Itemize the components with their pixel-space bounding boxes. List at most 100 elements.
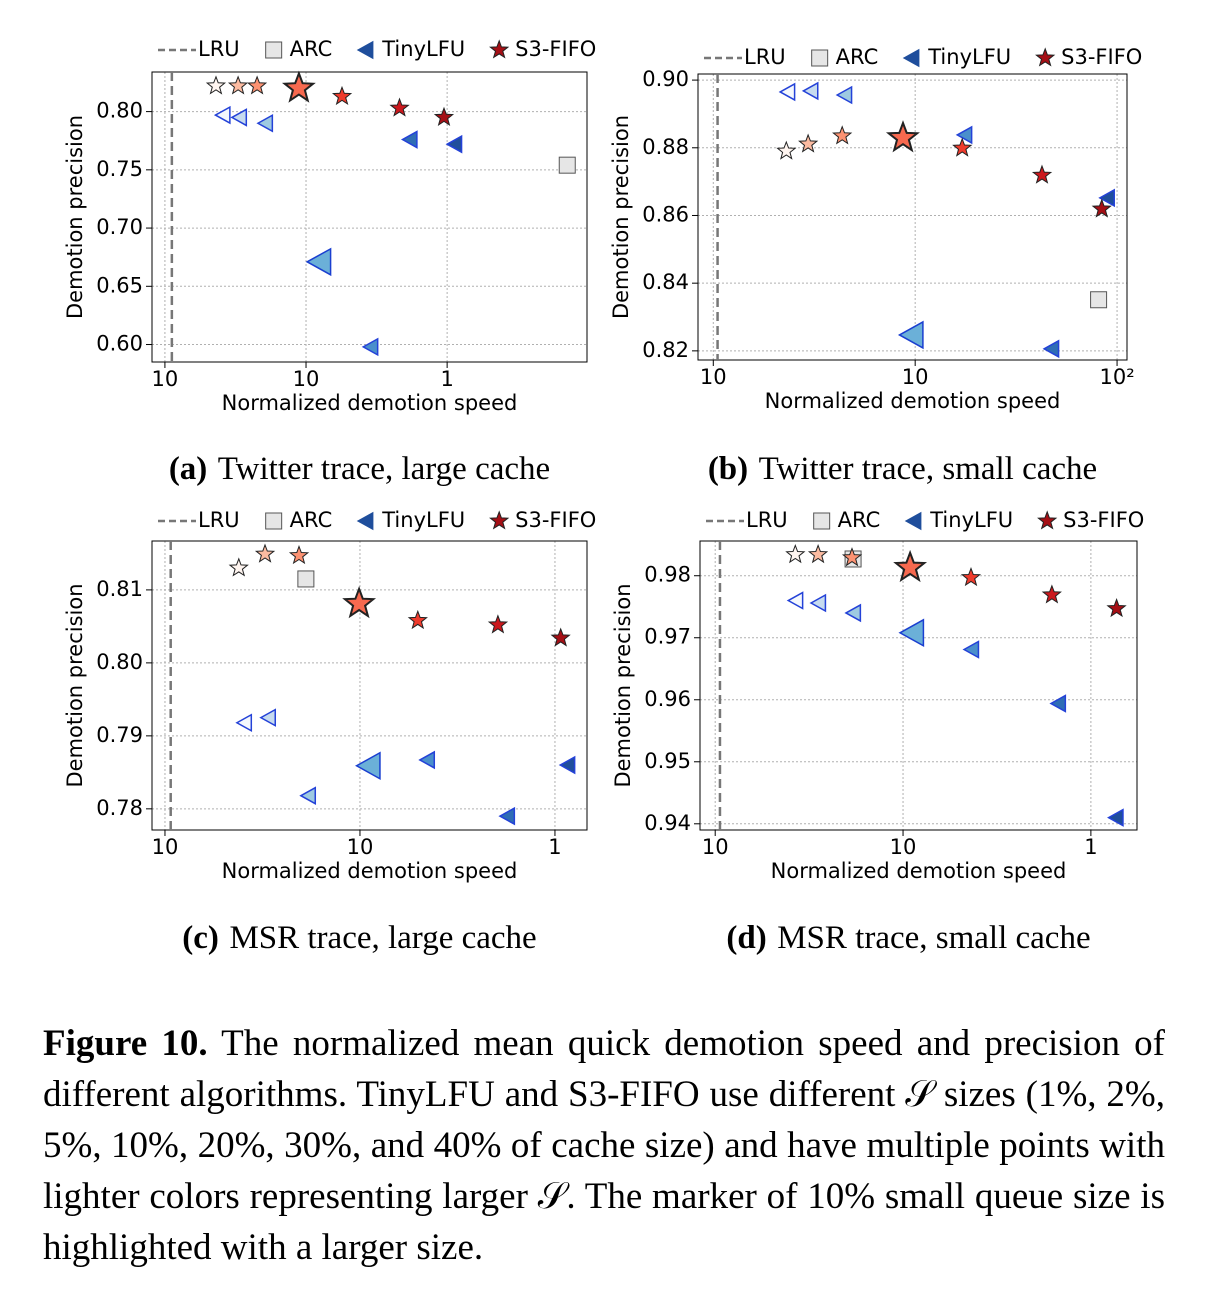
legend-label: S3-FIFO <box>515 508 596 532</box>
star-marker <box>433 106 455 127</box>
star-marker <box>205 75 227 95</box>
legend-label: ARC <box>836 45 879 69</box>
star-marker <box>960 566 982 587</box>
triangle-marker <box>844 603 862 623</box>
star-marker <box>331 85 353 106</box>
subfigure-text: MSR trace, small cache <box>777 920 1090 956</box>
legend-label: TinyLFU <box>381 508 465 532</box>
square-marker <box>1090 291 1108 309</box>
y-tick-label: 0.95 <box>644 749 691 773</box>
star-marker <box>893 549 928 583</box>
plot-frame <box>151 540 588 831</box>
y-axis-label: Demotion precision <box>63 583 87 787</box>
y-tick-label: 0.81 <box>96 577 143 601</box>
legend-label: ARC <box>290 508 333 532</box>
legend-label: S3-FIFO <box>1061 45 1142 69</box>
y-tick-label: 0.94 <box>644 811 691 835</box>
star-marker <box>389 97 410 117</box>
star-marker <box>487 614 509 634</box>
legend-marker <box>265 512 283 530</box>
x-tick-label: 10² <box>1099 365 1134 389</box>
star-marker <box>227 75 249 95</box>
subfigure-space <box>748 450 759 489</box>
triangle-marker <box>230 108 248 127</box>
subfigure-space <box>219 919 230 958</box>
legend-label: ARC <box>290 37 333 61</box>
figure-text: The normalized mean quick demotion speed… <box>43 1023 1165 1268</box>
star-marker <box>254 543 276 563</box>
y-axis-label: Demotion precision <box>63 115 87 319</box>
subfigure-text: Twitter trace, large cache <box>218 451 550 487</box>
x-tick-label: 1 <box>1084 835 1097 859</box>
legend-marker <box>356 40 374 60</box>
subfigure-space <box>767 919 778 958</box>
star-marker <box>785 543 806 564</box>
triangle-marker <box>256 113 274 133</box>
star-marker <box>952 137 973 157</box>
triangle-marker <box>498 806 516 826</box>
y-tick-label: 0.65 <box>96 273 143 297</box>
star-marker <box>1041 584 1062 604</box>
x-tick-label: 1 <box>548 835 561 859</box>
legend-marker <box>1037 510 1058 530</box>
triangle-marker <box>955 125 973 145</box>
triangle-marker <box>898 618 925 648</box>
y-tick-label: 0.70 <box>96 215 143 239</box>
triangle-marker <box>558 755 576 775</box>
triangle-marker <box>962 640 980 659</box>
x-axis-label: Normalized demotion speed <box>765 389 1061 413</box>
star-marker <box>885 120 920 153</box>
triangle-marker <box>809 593 827 613</box>
subfigure-text: Twitter trace, small cache <box>759 451 1098 487</box>
x-tick-label: 10 <box>902 365 929 389</box>
x-tick-label: 10 <box>293 367 320 391</box>
legend-marker <box>904 511 922 531</box>
star-marker <box>1106 597 1127 618</box>
y-tick-label: 0.75 <box>96 157 143 181</box>
y-tick-label: 0.78 <box>96 796 143 820</box>
x-tick-label: 10 <box>152 835 179 859</box>
star-marker <box>798 133 819 153</box>
x-tick-label: 10 <box>700 365 727 389</box>
subfigure-caption: (b) Twitter trace, small cache <box>708 450 1097 489</box>
triangle-marker <box>1049 694 1067 713</box>
triangle-marker <box>355 751 381 781</box>
triangle-marker <box>418 750 436 770</box>
legend-marker <box>1035 47 1056 67</box>
y-tick-label: 0.97 <box>644 625 691 649</box>
star-marker <box>841 547 863 567</box>
subfigure-label: (a) <box>169 451 207 487</box>
triangle-marker <box>259 708 277 727</box>
triangle-marker <box>786 591 804 610</box>
triangle-marker <box>235 713 253 732</box>
plot-frame <box>697 73 1128 361</box>
legend-marker <box>489 39 510 59</box>
legend-label: LRU <box>744 45 786 69</box>
star-marker <box>246 75 268 95</box>
legend-label: TinyLFU <box>381 37 465 61</box>
star-marker <box>228 557 249 577</box>
y-axis-label: Demotion precision <box>611 583 635 787</box>
star-marker <box>342 585 377 619</box>
subfigure-space <box>207 450 218 489</box>
subfigure-label: (b) <box>708 451 748 487</box>
legend-label: LRU <box>198 37 240 61</box>
y-tick-label: 0.96 <box>644 687 691 711</box>
x-tick-label: 1 <box>440 367 453 391</box>
triangle-marker <box>835 85 853 105</box>
plot-frame <box>151 71 588 363</box>
y-tick-label: 0.60 <box>96 332 143 356</box>
y-tick-label: 0.79 <box>96 723 143 747</box>
plot-frame <box>699 540 1138 831</box>
x-tick-label: 10 <box>347 835 374 859</box>
legend-marker <box>265 41 283 59</box>
legend-label: ARC <box>838 508 881 532</box>
x-axis-label: Normalized demotion speed <box>222 391 518 415</box>
x-tick-label: 10 <box>702 835 729 859</box>
star-marker <box>407 609 428 630</box>
star-marker <box>807 543 829 564</box>
triangle-marker <box>361 337 379 357</box>
legend-marker <box>811 49 829 67</box>
